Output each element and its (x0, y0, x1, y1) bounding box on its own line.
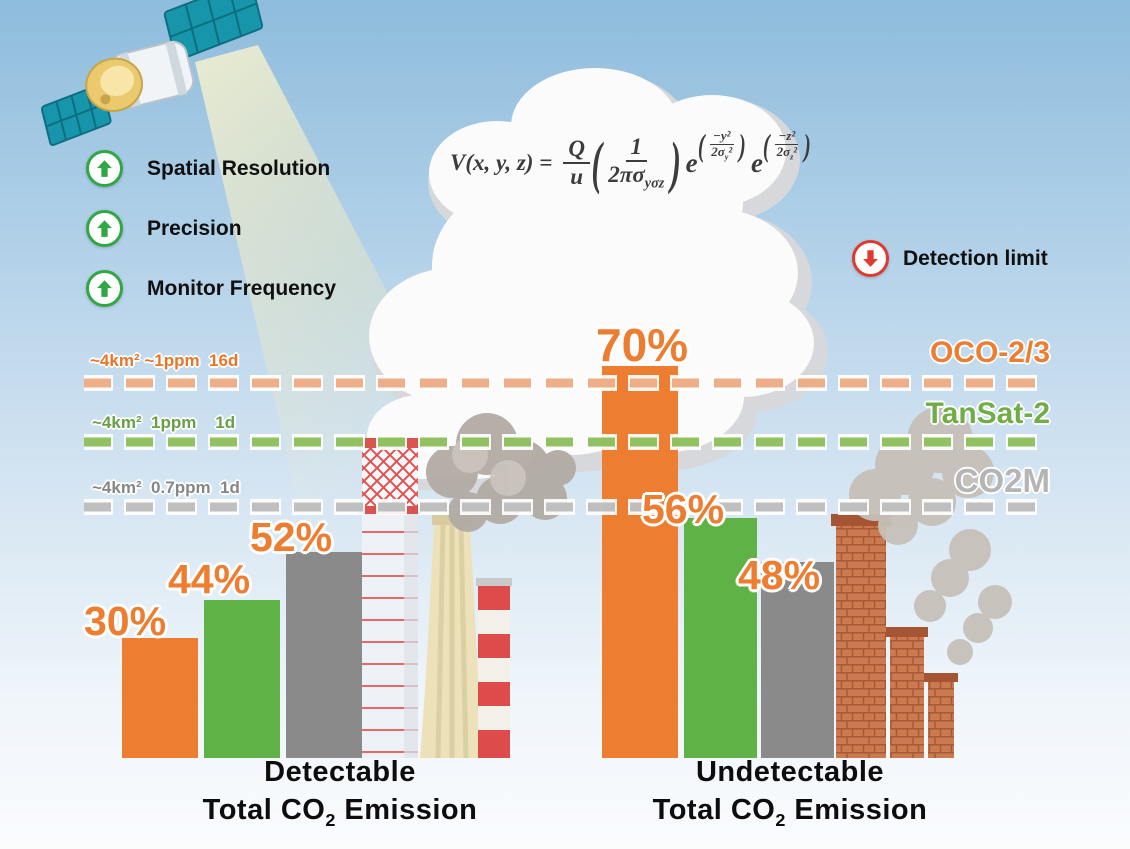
label-undetectable: Undetectable (695, 756, 885, 788)
legend-label: Precision (147, 216, 242, 240)
line-spec-co2m: ~4km² 0.7ppm 1d (92, 478, 240, 497)
satellite-name-oco23: OCO-2/3 (929, 336, 1050, 369)
bar-detectable-oco23 (122, 638, 198, 758)
legend-item-monitor-frequency: Monitor Frequency (86, 270, 336, 307)
formula-exponent-z: ( −z² 2σz² ) (762, 127, 811, 164)
up-arrow-icon (86, 150, 123, 187)
bar-value-label: 56% (642, 486, 725, 532)
line-spec-oco23: ~4km² ~1ppm 16d (90, 351, 239, 370)
detection-limit-legend: Detection limit (852, 240, 1048, 277)
legend-item-precision: Precision (86, 210, 336, 247)
detection-limit-label: Detection limit (903, 246, 1048, 270)
bar-undetectable-tansat2 (684, 518, 757, 758)
bar-value-label: 30% (84, 598, 167, 644)
line-spec-tansat2: ~4km² 1ppm 1d (92, 413, 236, 432)
satellite-name-tansat2: TanSat-2 (925, 397, 1050, 430)
right-smoke (849, 407, 1012, 665)
gaussian-plume-formula: V(x, y, z) = Q u ( 1 2πσyσz ) e ( −y² 2σ… (450, 127, 811, 196)
satellite-illustration (40, 0, 264, 147)
bar-value-label: 52% (250, 514, 333, 560)
label-total-co2-left: Total CO2 Emission (202, 794, 478, 830)
striped-chimney (476, 578, 512, 758)
formula-dispersion-fraction: 1 2πσyσz (608, 134, 665, 193)
formula-exponent-y: ( −y² 2σy² ) (697, 127, 747, 164)
legend: Spatial Resolution Precision Monitor Fre… (86, 150, 336, 330)
formula-q-over-u: Q u (563, 136, 590, 191)
bar-value-label: 70% (596, 319, 689, 371)
bar-undetectable-co2m (761, 562, 834, 758)
formula-lhs: V(x, y, z) = (450, 150, 553, 176)
legend-label: Monitor Frequency (147, 276, 337, 300)
legend-item-spatial-resolution: Spatial Resolution (86, 150, 336, 187)
up-arrow-icon (86, 270, 123, 307)
cooling-tower (420, 514, 484, 759)
bar-undetectable-oco23 (602, 366, 678, 758)
label-detectable: Detectable (264, 756, 416, 788)
bar-detectable-co2m (286, 552, 362, 758)
bar-value-label: 48% (738, 552, 821, 598)
formula-e: e (685, 147, 698, 178)
down-arrow-icon (852, 240, 889, 277)
brick-chimneys (831, 514, 958, 758)
bar-value-label: 44% (168, 556, 251, 602)
bar-detectable-tansat2 (204, 600, 280, 758)
formula-e: e (750, 147, 763, 178)
legend-label: Spatial Resolution (147, 156, 331, 180)
label-total-co2-right: Total CO2 Emission (652, 794, 928, 830)
lattice-chimney (358, 438, 422, 758)
satellite-name-co2m: CO2M (954, 462, 1050, 499)
up-arrow-icon (86, 210, 123, 247)
